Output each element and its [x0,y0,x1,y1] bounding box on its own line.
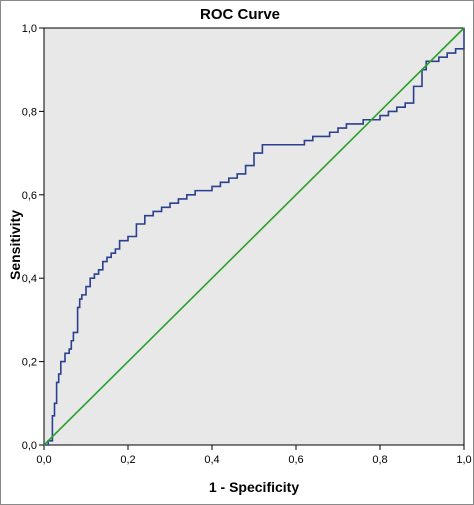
x-axis-label: 1 - Specificity [209,479,299,495]
x-tick-label: 0,0 [36,454,51,466]
series-layer [43,27,465,446]
y-tick-label: 0,8 [22,106,37,118]
y-axis-ticks: 0,0 0,2 0,4 0,6 0,8 1,0 [22,23,44,452]
x-tick-label: 1,0 [456,454,471,466]
x-axis-ticks: 0,0 0,2 0,4 0,6 0,8 1,0 [36,445,472,466]
y-axis-label: Sensitivity [7,210,23,280]
y-tick-label: 0,4 [22,273,37,285]
y-tick-label: 0,2 [22,357,37,369]
x-tick-label: 0,6 [288,454,303,466]
y-tick-label: 0,6 [22,190,37,202]
y-tick-label: 1,0 [22,23,37,35]
x-tick-label: 0,8 [372,454,387,466]
x-tick-label: 0,4 [204,454,219,466]
roc-curve-line [44,28,465,446]
y-tick-label: 0,0 [22,440,37,452]
reference-line [43,27,465,446]
chart-title: ROC Curve [200,6,280,23]
x-tick-label: 0,2 [120,454,135,466]
